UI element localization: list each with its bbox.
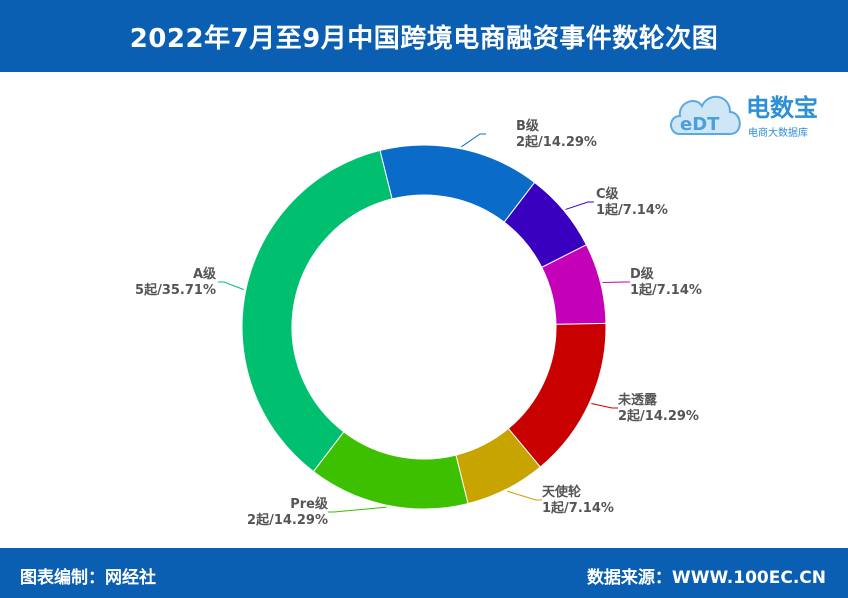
logo: eDT 电数宝 电商大数据库 bbox=[666, 84, 846, 148]
slice-name-label: 天使轮 bbox=[542, 484, 581, 500]
donut-slice bbox=[379, 144, 536, 223]
slice-value-label: 2起/14.29% bbox=[247, 512, 328, 528]
slice-name-label: A级 bbox=[193, 266, 217, 282]
leader-line bbox=[328, 506, 387, 513]
leader-line bbox=[565, 201, 594, 210]
chart-title: 2022年7月至9月中国跨境电商融资事件数轮次图 bbox=[129, 23, 719, 54]
cloud-logo-icon: eDT bbox=[670, 96, 741, 135]
slice-value-label: 2起/14.29% bbox=[618, 408, 699, 424]
slice-name-label: Pre级 bbox=[290, 496, 329, 512]
slice-value-label: 1起/7.14% bbox=[596, 202, 668, 218]
logo-tagline: 电商大数据库 bbox=[748, 128, 808, 139]
leader-line bbox=[506, 490, 542, 501]
leader-line bbox=[461, 133, 486, 148]
footer-bar: 图表编制：网经社 数据来源：WWW.100EC.CN bbox=[0, 548, 848, 598]
title-bar: 2022年7月至9月中国跨境电商融资事件数轮次图 bbox=[0, 0, 848, 72]
logo-mark: eDT bbox=[680, 114, 720, 135]
footer-source: 数据来源：WWW.100EC.CN bbox=[586, 568, 826, 588]
donut-slice bbox=[312, 431, 469, 510]
donut-chart: B级2起/14.29%C级1起/7.14%D级1起/7.14%未透露2起/14.… bbox=[135, 118, 702, 528]
leader-line bbox=[591, 403, 618, 409]
slice-value-label: 1起/7.14% bbox=[630, 282, 702, 298]
donut-slice bbox=[241, 149, 393, 473]
logo-name: 电数宝 bbox=[746, 94, 818, 122]
slice-name-label: C级 bbox=[596, 186, 620, 202]
slice-value-label: 5起/35.71% bbox=[135, 282, 216, 298]
leader-line bbox=[218, 281, 245, 291]
slice-name-label: 未透露 bbox=[617, 392, 658, 408]
slice-value-label: 1起/7.14% bbox=[542, 500, 614, 516]
footer-credit: 图表编制：网经社 bbox=[20, 568, 156, 588]
slice-name-label: B级 bbox=[516, 118, 540, 134]
slice-value-label: 2起/14.29% bbox=[516, 134, 597, 150]
slice-name-label: D级 bbox=[630, 266, 655, 282]
